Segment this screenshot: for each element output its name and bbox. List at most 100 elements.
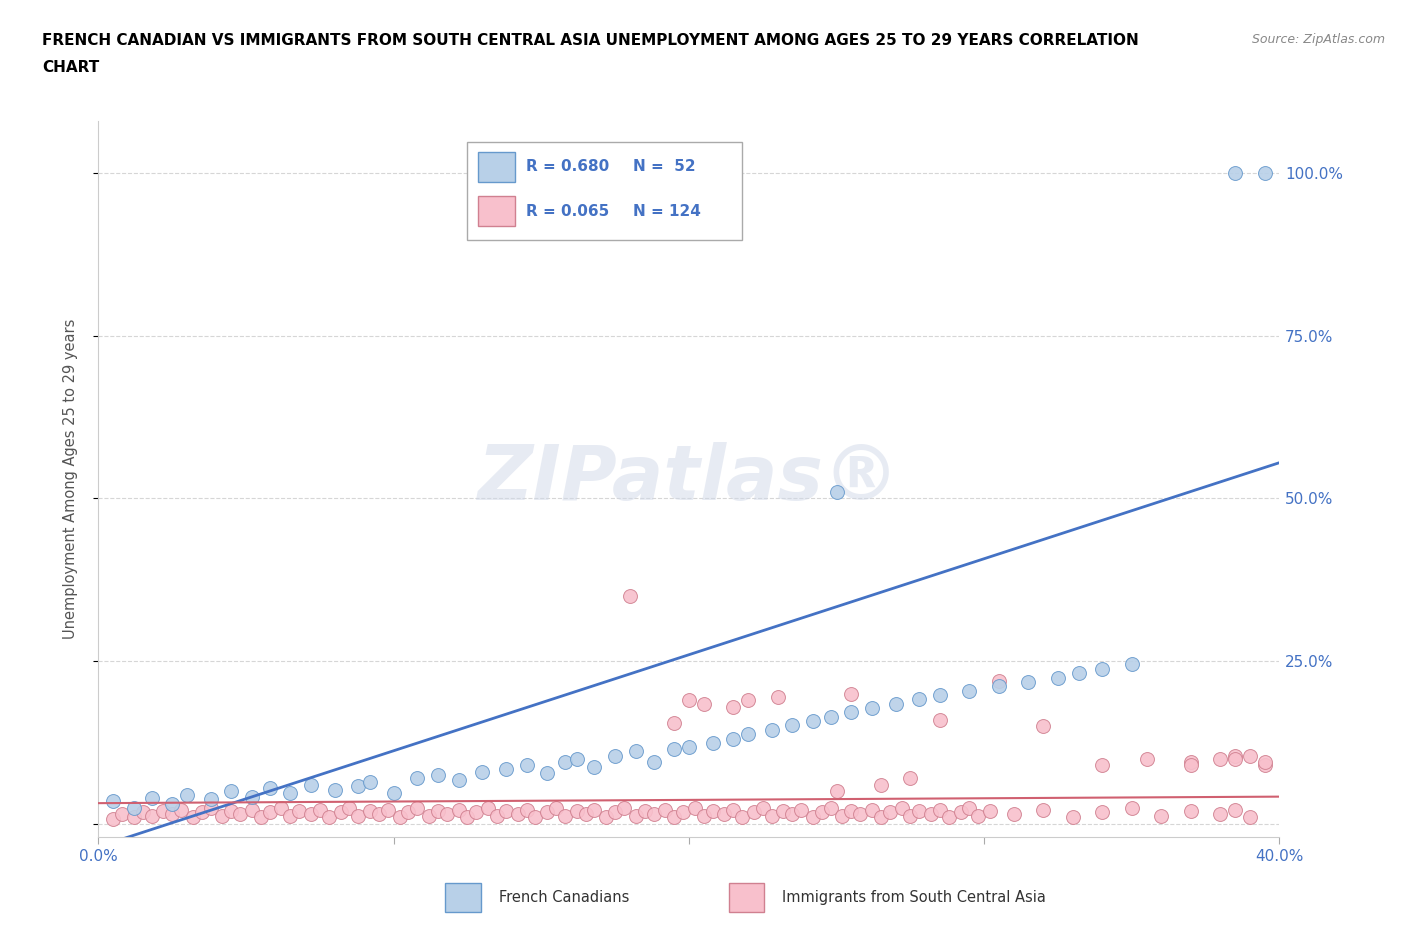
- Point: [103, 794, 125, 809]
- Point: [849, 807, 872, 822]
- Point: [181, 810, 204, 825]
- Point: [766, 690, 789, 705]
- Text: French Canadians: French Canadians: [499, 890, 628, 905]
- Point: [624, 744, 647, 759]
- Point: [1032, 719, 1054, 734]
- Point: [908, 692, 931, 707]
- Point: [141, 790, 163, 805]
- Point: [1225, 803, 1247, 817]
- Point: [565, 751, 588, 766]
- Point: [664, 742, 686, 757]
- Point: [465, 804, 488, 819]
- Point: [575, 807, 598, 822]
- Point: [1032, 803, 1054, 817]
- Point: [250, 810, 273, 825]
- Point: [1254, 755, 1277, 770]
- Point: [152, 804, 174, 818]
- Text: N = 124: N = 124: [633, 204, 700, 219]
- Point: [447, 772, 470, 787]
- Point: [471, 764, 494, 779]
- Point: [1091, 758, 1114, 773]
- Point: [752, 800, 775, 815]
- Point: [132, 804, 155, 819]
- Point: [870, 777, 893, 792]
- Point: [299, 807, 322, 822]
- Point: [988, 673, 1011, 688]
- Point: [825, 784, 848, 799]
- Point: [1067, 666, 1090, 681]
- Point: [702, 804, 724, 818]
- Point: [782, 718, 804, 733]
- Point: [654, 803, 676, 817]
- Point: [782, 807, 804, 822]
- Point: [683, 800, 706, 815]
- Point: [368, 807, 391, 822]
- FancyBboxPatch shape: [478, 196, 515, 227]
- Point: [841, 804, 863, 818]
- Point: [723, 699, 745, 714]
- Point: [619, 589, 641, 604]
- Point: [1225, 166, 1247, 180]
- Point: [929, 803, 952, 817]
- Point: [1002, 807, 1025, 822]
- Point: [359, 804, 381, 818]
- Point: [318, 810, 340, 825]
- Point: [398, 804, 420, 819]
- Point: [929, 712, 952, 727]
- Point: [1121, 800, 1143, 815]
- Point: [259, 804, 281, 819]
- Point: [388, 810, 411, 825]
- FancyBboxPatch shape: [446, 883, 481, 912]
- Point: [418, 809, 440, 824]
- Point: [477, 800, 499, 815]
- Text: R = 0.065: R = 0.065: [526, 204, 609, 219]
- Point: [111, 807, 134, 822]
- Point: [737, 726, 759, 741]
- Point: [516, 758, 538, 773]
- Point: [1225, 751, 1247, 766]
- Point: [122, 810, 145, 825]
- Point: [382, 785, 405, 800]
- Point: [200, 800, 222, 815]
- Point: [1062, 810, 1084, 825]
- Point: [122, 800, 145, 815]
- Point: [702, 736, 724, 751]
- Point: [191, 804, 214, 819]
- Point: [546, 800, 568, 815]
- Point: [1225, 748, 1247, 763]
- Point: [879, 804, 901, 819]
- Point: [1254, 166, 1277, 180]
- Point: [860, 700, 883, 715]
- Point: [347, 809, 370, 824]
- Point: [890, 800, 912, 815]
- Point: [1209, 751, 1232, 766]
- Point: [339, 800, 361, 815]
- Point: [1180, 758, 1202, 773]
- Point: [820, 800, 842, 815]
- FancyBboxPatch shape: [728, 883, 765, 912]
- Point: [737, 693, 759, 708]
- Point: [959, 800, 981, 815]
- Point: [427, 804, 450, 818]
- Point: [280, 785, 302, 800]
- Point: [841, 686, 863, 701]
- Point: [900, 809, 922, 824]
- Point: [1254, 758, 1277, 773]
- Point: [634, 804, 657, 818]
- Point: [1091, 661, 1114, 676]
- Point: [583, 759, 606, 774]
- Point: [595, 810, 617, 825]
- Point: [790, 803, 813, 817]
- Point: [841, 705, 863, 720]
- Point: [1180, 804, 1202, 818]
- Point: [693, 696, 716, 711]
- Point: [1121, 658, 1143, 672]
- Point: [643, 807, 665, 822]
- Point: [486, 809, 509, 824]
- Point: [536, 765, 558, 780]
- Point: [309, 803, 332, 817]
- Point: [554, 809, 576, 824]
- Point: [801, 713, 824, 728]
- Point: [643, 755, 665, 770]
- Point: [259, 781, 281, 796]
